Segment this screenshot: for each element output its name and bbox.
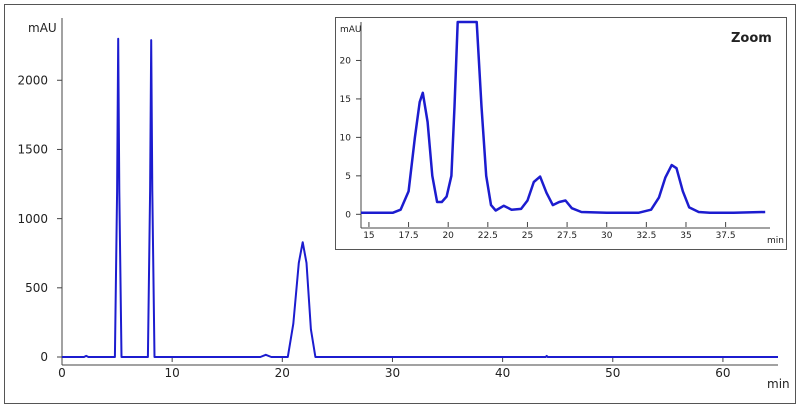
main-x-axis-label: min — [767, 377, 790, 391]
inset-series-line — [361, 20, 766, 215]
x-tick-label: 40 — [495, 366, 510, 380]
x-tick-label: 15 — [363, 231, 374, 241]
x-tick-label: 17.5 — [399, 231, 419, 241]
inset-border — [335, 17, 787, 250]
inset-x-axis-label: min — [767, 236, 784, 246]
x-tick-label: 10 — [165, 366, 180, 380]
y-tick-label: 500 — [25, 281, 48, 295]
main-series-line — [62, 37, 778, 358]
x-tick-label: 32.5 — [636, 231, 656, 241]
y-tick-label: 1500 — [17, 143, 48, 157]
y-tick-label: 10 — [340, 134, 352, 144]
main-y-axis-label: mAU — [28, 21, 57, 35]
y-tick-label: 1000 — [17, 212, 48, 226]
y-tick-label: 0 — [345, 210, 351, 220]
inset-title: Zoom — [731, 31, 772, 46]
x-tick-label: 20 — [275, 366, 290, 380]
y-tick-label: 15 — [340, 95, 351, 105]
y-tick-label: 2000 — [17, 73, 48, 87]
x-tick-label: 60 — [715, 366, 730, 380]
y-tick-label: 5 — [345, 172, 351, 182]
y-tick-label: 20 — [340, 57, 352, 67]
x-tick-label: 50 — [605, 366, 620, 380]
x-tick-label: 30 — [385, 366, 400, 380]
x-tick-label: 20 — [442, 231, 454, 241]
inset-y-axis-label: mAU — [340, 25, 362, 35]
x-tick-label: 30 — [601, 231, 613, 241]
x-tick-label: 35 — [680, 231, 691, 241]
x-tick-label: 25 — [522, 231, 533, 241]
inset-zoom-chart: Zoom mAU min 15 17.5 20 22.5 25 27.5 30 32.5 35 3… — [335, 17, 787, 250]
x-tick-label: 27.5 — [557, 231, 577, 241]
y-tick-label: 0 — [40, 350, 48, 364]
x-tick-label: 37.5 — [716, 231, 736, 241]
x-tick-label: 0 — [58, 366, 66, 380]
x-tick-label: 22.5 — [478, 231, 498, 241]
